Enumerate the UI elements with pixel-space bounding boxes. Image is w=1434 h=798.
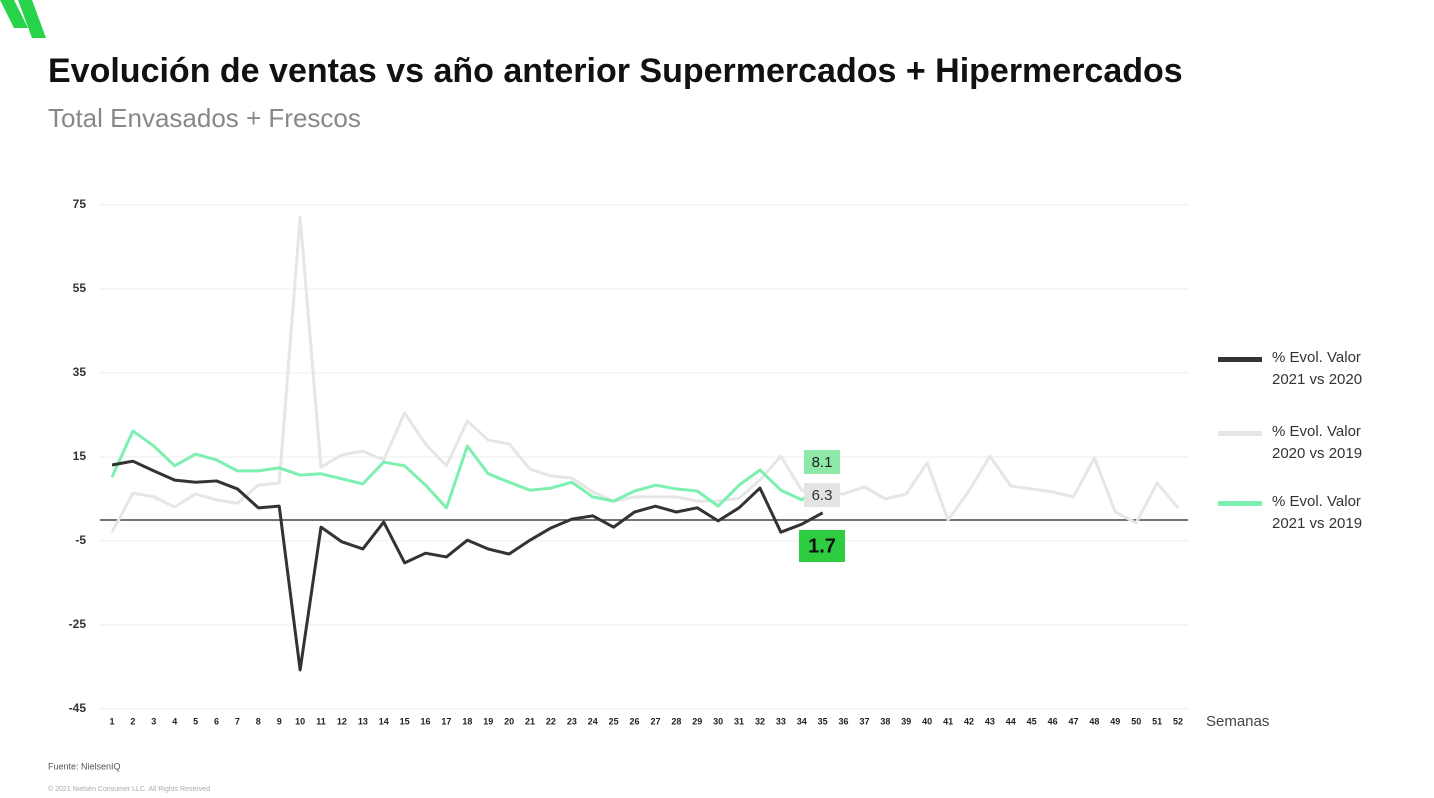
x-tick-label: 14 [379, 716, 389, 726]
x-tick-label: 42 [964, 716, 974, 726]
copyright: © 2021 Nielsen Consumer LLC. All Rights … [48, 785, 210, 793]
x-axis-label: Semanas [1206, 713, 1269, 730]
x-tick-label: 52 [1173, 716, 1183, 726]
x-tick-label: 34 [797, 716, 807, 726]
x-tick-label: 31 [734, 716, 744, 726]
x-tick-label: 5 [193, 716, 198, 726]
x-tick-label: 47 [1068, 716, 1078, 726]
legend-label: % Evol. Valor 2021 vs 2020 [1272, 349, 1363, 388]
x-tick-label: 20 [504, 716, 514, 726]
source: Fuente: NielsenIQ [48, 761, 121, 771]
x-tick-label: 17 [441, 716, 451, 726]
x-tick-label: 24 [588, 716, 598, 726]
y-tick-label: 55 [73, 281, 87, 295]
legend-swatch [1218, 431, 1262, 436]
data-label-box [799, 530, 845, 562]
line [110, 429, 824, 510]
x-tick-label: 7 [235, 716, 240, 726]
x-tick-label: 1 [109, 716, 114, 726]
legend-item: % Evol. Valor 2021 vs 2020 [1218, 347, 1408, 397]
x-tick-label: 41 [943, 716, 953, 726]
legend-swatch [1218, 501, 1262, 506]
legend-item: % Evol. Valor 2021 vs 2019 [1218, 491, 1408, 541]
chart-subtitle: Total Envasados + Frescos [48, 103, 361, 133]
x-tick-label: 27 [650, 716, 660, 726]
logo [18, 0, 46, 38]
x-tick-label: 40 [922, 716, 932, 726]
x-tick-label: 21 [525, 716, 535, 726]
data-label: 8.1 [812, 454, 833, 471]
x-tick-label: 32 [755, 716, 765, 726]
x-tick-label: 28 [671, 716, 681, 726]
x-tick-label: 46 [1048, 716, 1058, 726]
x-tick-label: 23 [567, 716, 577, 726]
x-tick-label: 9 [277, 716, 282, 726]
x-tick-label: 16 [421, 716, 431, 726]
x-tick-label: 2 [130, 716, 135, 726]
x-tick-label: 13 [358, 716, 368, 726]
x-tick-label: 33 [776, 716, 786, 726]
x-tick-label: 6 [214, 716, 219, 726]
line [111, 459, 824, 672]
x-tick-label: 12 [337, 716, 347, 726]
x-tick-label: 35 [818, 716, 828, 726]
x-tick-label: 29 [692, 716, 702, 726]
legend-item: % Evol. Valor 2020 vs 2019 [1218, 421, 1408, 471]
x-tick-label: 45 [1027, 716, 1037, 726]
series-line [110, 429, 824, 510]
y-tick-label: 75 [73, 197, 87, 211]
legend-swatch [1218, 357, 1262, 362]
x-tick-label: 15 [400, 716, 410, 726]
x-tick-label: 10 [295, 716, 305, 726]
legend-label: % Evol. Valor 2020 vs 2019 [1272, 423, 1363, 462]
x-tick-label: 18 [462, 716, 472, 726]
x-tick-label: 4 [172, 716, 177, 726]
y-tick-label: -45 [69, 701, 87, 715]
y-tick-label: -25 [69, 617, 87, 631]
data-label-box [804, 483, 840, 507]
legend-label: % Evol. Valor 2021 vs 2019 [1272, 493, 1363, 532]
x-tick-label: 39 [901, 716, 911, 726]
series-line [110, 215, 1180, 533]
data-label: 6.3 [812, 487, 833, 504]
x-tick-label: 36 [839, 716, 849, 726]
chart-title: Evolución de ventas vs año anterior Supe… [48, 52, 1183, 90]
x-tick-label: 26 [630, 716, 640, 726]
y-tick-label: -5 [75, 533, 86, 547]
logo [0, 0, 28, 28]
x-tick-label: 3 [151, 716, 156, 726]
y-tick-label: 15 [73, 449, 87, 463]
x-tick-label: 43 [985, 716, 995, 726]
line [110, 215, 1180, 533]
x-tick-label: 44 [1006, 716, 1016, 726]
x-tick-label: 50 [1131, 716, 1141, 726]
x-tick-label: 30 [713, 716, 723, 726]
y-tick-label: 35 [73, 365, 87, 379]
x-tick-label: 25 [609, 716, 619, 726]
x-tick-label: 19 [483, 716, 493, 726]
data-label: 1.7 [808, 535, 836, 557]
data-label-box [804, 450, 840, 474]
x-tick-label: 8 [256, 716, 261, 726]
x-tick-label: 38 [880, 716, 890, 726]
series-line [111, 459, 824, 672]
x-tick-label: 37 [859, 716, 869, 726]
x-tick-label: 22 [546, 716, 556, 726]
x-tick-label: 49 [1110, 716, 1120, 726]
x-tick-label: 51 [1152, 716, 1162, 726]
x-tick-label: 48 [1089, 716, 1099, 726]
x-tick-label: 11 [316, 716, 326, 726]
